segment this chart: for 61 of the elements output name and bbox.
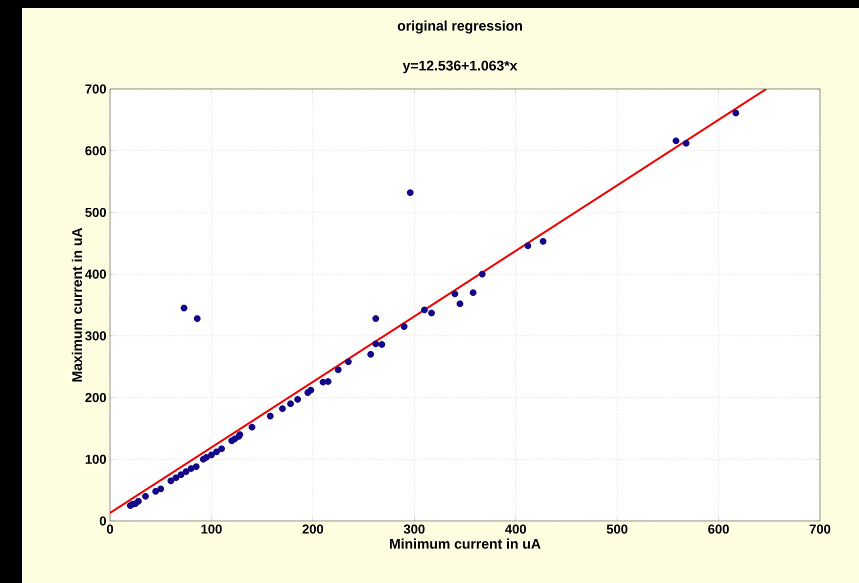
point	[202, 454, 210, 461]
chart-title: original regression	[398, 20, 522, 34]
point	[294, 396, 302, 403]
x-tick-label: 700	[810, 524, 830, 534]
x-tick-label: 600	[708, 524, 729, 534]
point	[248, 424, 256, 431]
point	[428, 310, 435, 316]
point	[372, 315, 380, 322]
point	[142, 492, 149, 500]
y-tick-label: 500	[85, 208, 106, 217]
point	[406, 189, 414, 196]
point	[540, 238, 546, 245]
y-tick-label: 200	[85, 392, 106, 402]
point	[324, 378, 332, 385]
point	[372, 340, 380, 348]
point	[672, 137, 680, 144]
point	[378, 341, 386, 348]
point	[524, 242, 532, 250]
point	[192, 463, 200, 470]
point	[266, 412, 274, 420]
point	[456, 300, 464, 308]
point	[451, 290, 458, 298]
point	[732, 110, 740, 116]
point	[334, 366, 342, 374]
point	[208, 452, 215, 458]
point	[182, 468, 190, 476]
point	[172, 474, 180, 482]
x-tick-label: 400	[505, 524, 526, 534]
x-tick-label: 100	[201, 524, 222, 534]
y-tick-label: 400	[85, 270, 106, 279]
y-axis-title: Maximum current in uA	[72, 228, 82, 382]
point	[218, 445, 225, 452]
y-tick-label: 600	[85, 146, 106, 156]
point	[279, 405, 286, 412]
point	[180, 304, 188, 312]
point	[470, 289, 477, 296]
y-tick-label: 0	[100, 516, 106, 526]
x-tick-label: 300	[404, 524, 425, 534]
point	[682, 140, 690, 147]
x-tick-label: 200	[302, 524, 324, 534]
y-tick-label: 700	[85, 84, 106, 94]
point	[157, 486, 164, 492]
chart-subtitle: y=12.536+1.063*x	[402, 60, 518, 74]
point	[152, 488, 160, 495]
point	[135, 498, 142, 505]
point	[421, 306, 428, 314]
point	[178, 471, 184, 478]
point	[213, 448, 220, 456]
point	[478, 270, 486, 278]
point	[307, 386, 314, 394]
point	[167, 477, 174, 484]
y-tick-label: 300	[85, 331, 106, 340]
y-tick-label: 100	[86, 454, 106, 464]
point	[287, 400, 294, 408]
point	[194, 315, 201, 322]
point	[344, 358, 352, 366]
x-tick-label: 0	[106, 524, 114, 534]
point	[367, 350, 374, 358]
point	[400, 323, 408, 330]
x-axis-title: Minimum current in uA	[390, 538, 541, 549]
x-tick-label: 500	[606, 524, 628, 534]
